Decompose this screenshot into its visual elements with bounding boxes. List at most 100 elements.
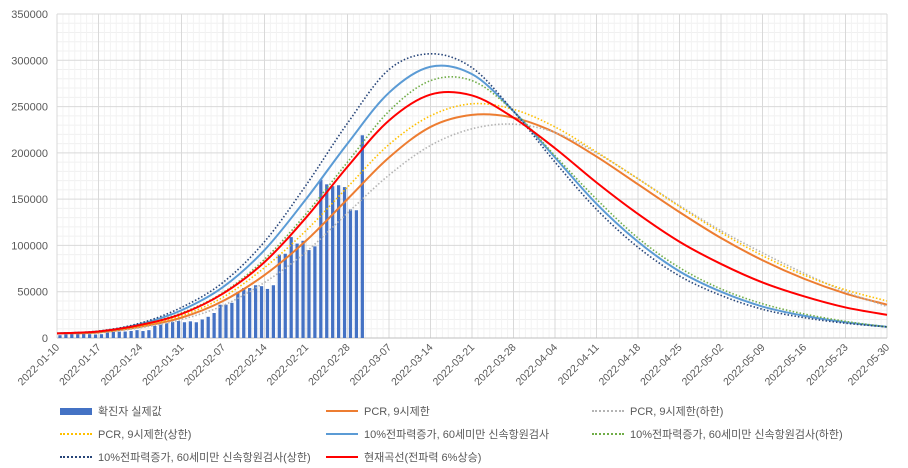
- x-tick-label: 2022-01-24: [99, 342, 146, 389]
- bar: [93, 334, 98, 338]
- legend-label: 10%전파력증가, 60세미만 신속항원검사(하한): [630, 429, 843, 441]
- bar: [348, 209, 353, 338]
- bar: [218, 304, 222, 338]
- bar: [319, 179, 323, 338]
- bar: [212, 313, 216, 338]
- bar: [99, 334, 104, 338]
- bar: [135, 330, 139, 338]
- x-tick-label: 2022-04-11: [556, 342, 602, 388]
- x-tick-label: 2022-04-18: [597, 342, 644, 389]
- bar: [153, 325, 157, 338]
- x-tick-label: 2022-05-16: [763, 342, 810, 389]
- y-tick-label: 50000: [17, 287, 48, 299]
- y-tick-label: 350000: [11, 9, 48, 21]
- bar: [76, 334, 80, 338]
- bar: [224, 304, 228, 338]
- bar: [194, 322, 198, 338]
- bar: [87, 334, 92, 338]
- bar: [129, 330, 133, 338]
- bar: [342, 187, 347, 338]
- legend-item: PCR, 9시제한: [326, 403, 430, 419]
- bar: [200, 319, 204, 338]
- bar: [265, 288, 270, 338]
- series-line: [56, 64, 888, 335]
- bar: [111, 331, 115, 338]
- y-tick-label: 300000: [11, 55, 48, 67]
- x-tick-label: 2022-02-21: [265, 342, 312, 389]
- bar: [70, 334, 74, 338]
- bar: [331, 186, 335, 338]
- bar: [289, 237, 293, 338]
- bar: [182, 322, 187, 338]
- bar: [360, 135, 364, 338]
- bar: [277, 254, 281, 338]
- legend-swatch: [326, 456, 358, 458]
- legend-swatch: [326, 410, 358, 412]
- legend-label: PCR, 9시제한(상한): [98, 429, 192, 441]
- bar: [82, 333, 86, 338]
- bar: [141, 331, 145, 338]
- x-tick-label: 2022-05-23: [804, 342, 851, 389]
- series-line: [56, 90, 888, 335]
- bar: [259, 286, 264, 338]
- series-line: [56, 102, 888, 335]
- bar: [58, 335, 62, 338]
- x-tick-label: 2022-02-07: [182, 342, 229, 389]
- legend-item: 10%전파력증가, 60세미만 신속항원검사(하한): [592, 426, 843, 442]
- legend-swatch: [592, 410, 624, 412]
- bar: [354, 210, 359, 338]
- bar: [295, 243, 299, 338]
- series-line: [56, 123, 888, 335]
- legend-swatch: [592, 433, 624, 435]
- bar: [236, 292, 240, 338]
- bar: [165, 323, 169, 338]
- x-tick-label: 2022-03-07: [348, 342, 395, 389]
- legend-item: 10%전파력증가, 60세미만 신속항원검사(상한): [60, 449, 311, 465]
- bar: [283, 253, 287, 338]
- legend-label: PCR, 9시제한: [364, 406, 430, 418]
- bar: [301, 240, 305, 338]
- x-tick-label: 2022-02-14: [223, 342, 270, 389]
- x-tick-label: 2022-01-10: [16, 342, 63, 389]
- x-tick-label: 2022-03-21: [431, 342, 478, 389]
- bar: [248, 288, 252, 338]
- x-tick-label: 2022-05-09: [721, 342, 768, 389]
- legend-item: PCR, 9시제한(상한): [60, 426, 191, 442]
- bar: [307, 250, 311, 338]
- legend-label: PCR, 9시제한(하한): [630, 406, 724, 418]
- bar: [170, 321, 175, 338]
- y-tick-label: 150000: [11, 194, 48, 206]
- bar: [105, 332, 110, 338]
- bar: [313, 246, 317, 338]
- legend-item: 현재곡선(전파력 6%상승): [326, 449, 481, 465]
- y-tick-label: 100000: [11, 240, 48, 252]
- bar: [242, 288, 246, 338]
- bar: [206, 316, 210, 338]
- legend-label: 10%전파력증가, 60세미만 신속항원검사: [364, 429, 550, 441]
- bar: [159, 324, 163, 338]
- bar: [176, 321, 181, 338]
- bar: [336, 185, 341, 338]
- x-tick-label: 2022-01-17: [57, 342, 104, 389]
- legend-label: 현재곡선(전파력 6%상승): [364, 452, 482, 464]
- legend-swatch: [60, 456, 92, 458]
- bar: [271, 285, 276, 338]
- y-tick-label: 200000: [11, 148, 48, 160]
- bar: [147, 330, 151, 338]
- chart-plot: 0 50000 100000 150000 200000 250000 300000 3500…: [11, 9, 892, 389]
- x-tick-label: 2022-01-31: [140, 342, 187, 389]
- bar: [123, 331, 127, 338]
- bar: [64, 334, 68, 338]
- x-tick-label: 2022-04-25: [638, 342, 685, 389]
- legend-label: 10%전파력증가, 60세미만 신속항원검사(상한): [98, 452, 311, 464]
- legend-item: 확진자 실제값: [60, 403, 162, 419]
- x-tick-label: 2022-02-28: [306, 342, 353, 389]
- bar: [253, 285, 258, 338]
- legend-item: PCR, 9시제한(하한): [592, 403, 723, 419]
- legend-label: 확진자 실제값: [98, 406, 162, 418]
- legend-item: 10%전파력증가, 60세미만 신속항원검사: [326, 426, 549, 442]
- bar: [325, 184, 329, 338]
- x-tick-label: 2022-05-02: [680, 342, 727, 389]
